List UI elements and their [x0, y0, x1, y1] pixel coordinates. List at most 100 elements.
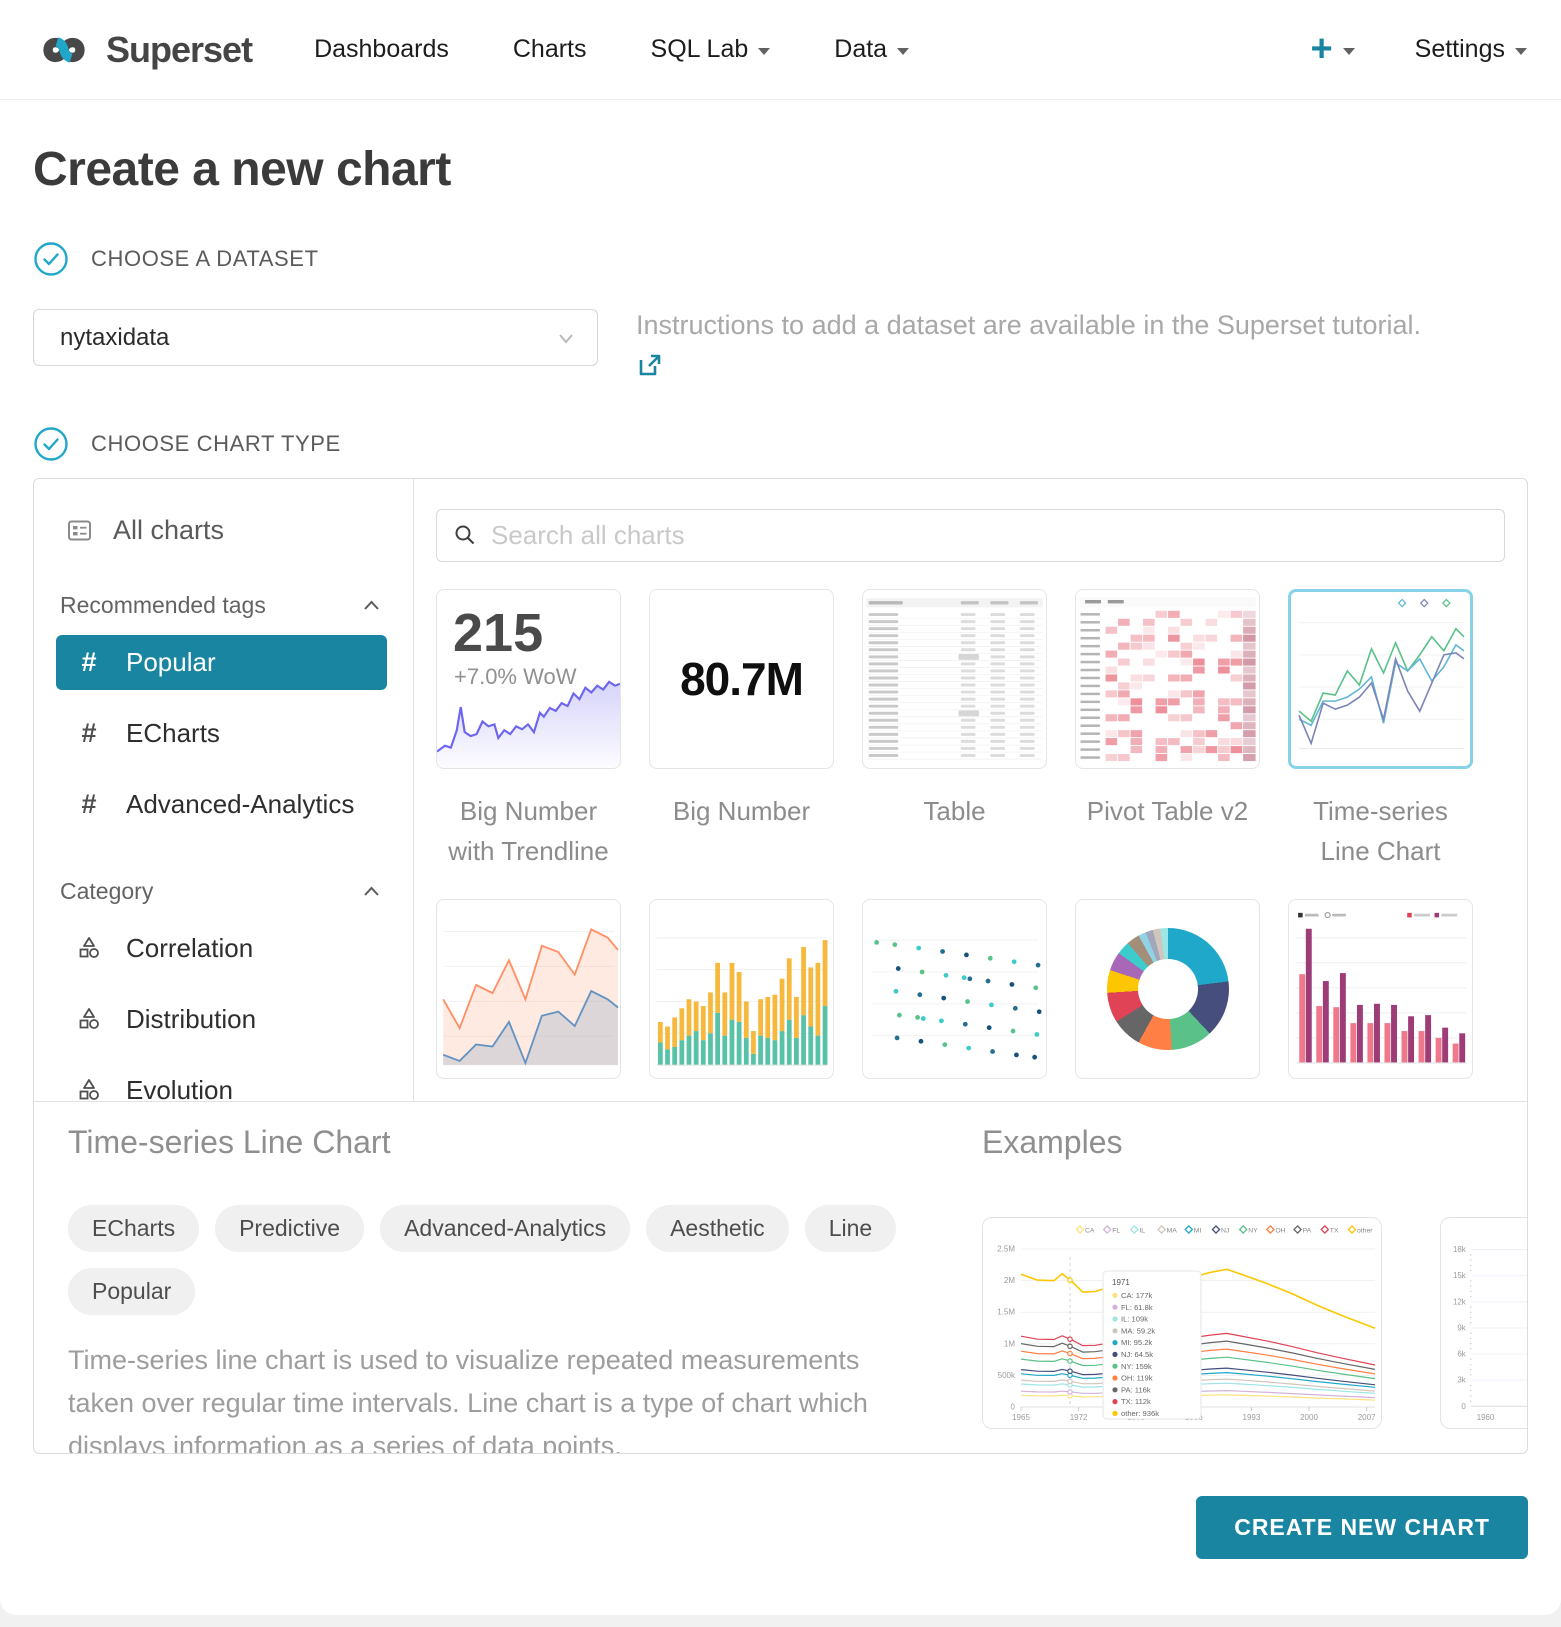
svg-text:NY: 159k: NY: 159k: [1121, 1362, 1152, 1371]
card-big-number[interactable]: 80.7M: [649, 588, 834, 769]
shapes-icon: [79, 1079, 99, 1101]
picker-top: All charts Recommended tags # Popular #: [34, 478, 1527, 1101]
timeseries-thumbnail: [1298, 598, 1465, 749]
svg-text:6k: 6k: [1457, 1349, 1465, 1358]
svg-text:1.5M: 1.5M: [997, 1307, 1015, 1316]
pivot-table-thumbnail: [1079, 596, 1256, 761]
step1-header: CHOOSE A DATASET: [33, 241, 1528, 277]
chart-details-panel: Time-series Line Chart ECharts Predictiv…: [34, 1100, 1527, 1453]
sidebar-all-charts-label: All charts: [113, 514, 225, 545]
card-label: Big Number: [672, 795, 811, 826]
svg-text:15k: 15k: [1453, 1271, 1466, 1280]
chart-cards-row-1: 215 +7.0% WoW: [436, 588, 1505, 872]
chart-tags: ECharts Predictive Advanced-Analytics Ae…: [68, 1204, 934, 1315]
dataset-row: nytaxidata Instructions to add a dataset…: [33, 309, 1528, 384]
nav-item-sql-lab[interactable]: SQL Lab: [651, 35, 771, 64]
tag-predictive: Predictive: [215, 1204, 365, 1252]
create-new-chart-button[interactable]: CREATE NEW CHART: [1196, 1495, 1528, 1559]
dataset-select[interactable]: nytaxidata: [33, 309, 598, 366]
card-scatter-plot[interactable]: [862, 899, 1047, 1080]
card-label: Pivot Table v2: [1086, 795, 1249, 826]
svg-text:0: 0: [1011, 1402, 1016, 1411]
chart-description: Time-series line chart is used to visual…: [68, 1344, 868, 1453]
card-pivot-table[interactable]: [1075, 588, 1260, 769]
nav-item-dashboards[interactable]: Dashboards: [314, 35, 449, 63]
card-timeseries-line[interactable]: [1288, 588, 1473, 769]
card-stacked-bar-chart[interactable]: [649, 899, 834, 1080]
details-right: Examples 2.5M2M1.5M1M500k019651972197919…: [948, 1124, 1527, 1453]
stacked-bar-thumbnail: [656, 937, 828, 1067]
card-pie-chart[interactable]: [1075, 899, 1260, 1080]
tag-popular: Popular: [68, 1267, 196, 1315]
grid-icon: [68, 520, 91, 541]
tag-line: Line: [804, 1204, 897, 1252]
card-cell: Time-series Line Chart: [1288, 588, 1473, 872]
dataset-select-value: nytaxidata: [60, 323, 170, 351]
new-item-menu[interactable]: +: [1310, 30, 1355, 69]
step2-header: CHOOSE CHART TYPE: [33, 426, 1528, 462]
svg-text:NJ: NJ: [1221, 1227, 1229, 1234]
card-area-chart[interactable]: [436, 899, 621, 1080]
svg-text:2.5M: 2.5M: [997, 1244, 1015, 1253]
svg-text:OH: OH: [1275, 1227, 1285, 1234]
nav-item-charts[interactable]: Charts: [512, 35, 587, 63]
svg-text:1M: 1M: [1004, 1339, 1015, 1348]
tag-echarts: ECharts: [68, 1204, 200, 1252]
svg-text:TX: TX: [1330, 1227, 1339, 1234]
page-title: Create a new chart: [33, 143, 451, 196]
svg-text:CA: CA: [1085, 1227, 1095, 1234]
card-big-number-trendline[interactable]: 215 +7.0% WoW: [436, 588, 621, 769]
svg-text:1960: 1960: [1477, 1413, 1495, 1422]
section-category[interactable]: Category: [56, 878, 387, 905]
section-recommended-tags[interactable]: Recommended tags: [56, 592, 387, 619]
nav-item-data[interactable]: Data: [834, 35, 910, 64]
superset-logo[interactable]: Superset: [34, 28, 253, 72]
gallery-pane: 215 +7.0% WoW: [414, 479, 1527, 1101]
svg-text:NY: NY: [1248, 1227, 1258, 1234]
svg-text:1993: 1993: [1243, 1413, 1261, 1422]
hash-icon: #: [81, 788, 97, 819]
chevron-up-icon: [364, 886, 379, 896]
sidebar-item-evolution[interactable]: Evolution: [56, 1063, 387, 1101]
hash-icon: #: [81, 717, 97, 748]
big-number-value: 80.7M: [680, 652, 804, 705]
svg-text:IL: IL: [1139, 1227, 1145, 1234]
sidebar-item-echarts[interactable]: # ECharts: [56, 706, 387, 761]
svg-text:2007: 2007: [1358, 1413, 1376, 1422]
big-number-value: 215: [453, 602, 544, 663]
card-table[interactable]: [862, 588, 1047, 769]
shapes-icon: [79, 937, 99, 959]
tag-aesthetic: Aesthetic: [646, 1204, 789, 1252]
svg-text:PA: PA: [1303, 1227, 1312, 1234]
svg-text:2M: 2M: [1004, 1276, 1015, 1285]
card-grouped-bar-chart[interactable]: [1288, 899, 1473, 1080]
svg-text:MA: MA: [1167, 1227, 1178, 1234]
check-circle-icon: [34, 242, 68, 276]
svg-text:CA: 177k: CA: 177k: [1121, 1291, 1152, 1300]
external-link-icon[interactable]: [636, 351, 664, 384]
svg-text:OH: 119k: OH: 119k: [1121, 1373, 1153, 1382]
svg-text:MI: MI: [1194, 1227, 1202, 1234]
svg-text:other: other: [1357, 1227, 1373, 1234]
sidebar-item-popular[interactable]: # Popular: [56, 634, 387, 690]
svg-text:1965: 1965: [1012, 1413, 1030, 1422]
card-cell: [436, 899, 621, 1080]
sidebar-item-correlation[interactable]: Correlation: [56, 921, 387, 976]
chevron-down-icon: [1515, 47, 1527, 55]
table-thumbnail: [866, 598, 1043, 760]
footer-actions: CREATE NEW CHART: [33, 1495, 1528, 1559]
scatter-plot-thumbnail: [872, 939, 1042, 1060]
svg-text:500k: 500k: [998, 1371, 1016, 1380]
sidebar-item-all-charts[interactable]: All charts: [56, 515, 387, 546]
big-number-subtitle: +7.0% WoW: [454, 663, 577, 689]
card-label: Time-series Line Chart: [1313, 795, 1448, 867]
grouped-bar-thumbnail: [1295, 912, 1467, 1064]
card-cell: Pivot Table v2: [1075, 588, 1260, 831]
search-input[interactable]: [491, 519, 1488, 551]
sidebar-item-distribution[interactable]: Distribution: [56, 992, 387, 1047]
settings-menu[interactable]: Settings: [1415, 35, 1527, 64]
step1-label: CHOOSE A DATASET: [91, 246, 319, 271]
svg-text:1971: 1971: [1112, 1278, 1130, 1287]
sidebar-item-advanced-analytics[interactable]: # Advanced-Analytics: [56, 777, 387, 832]
